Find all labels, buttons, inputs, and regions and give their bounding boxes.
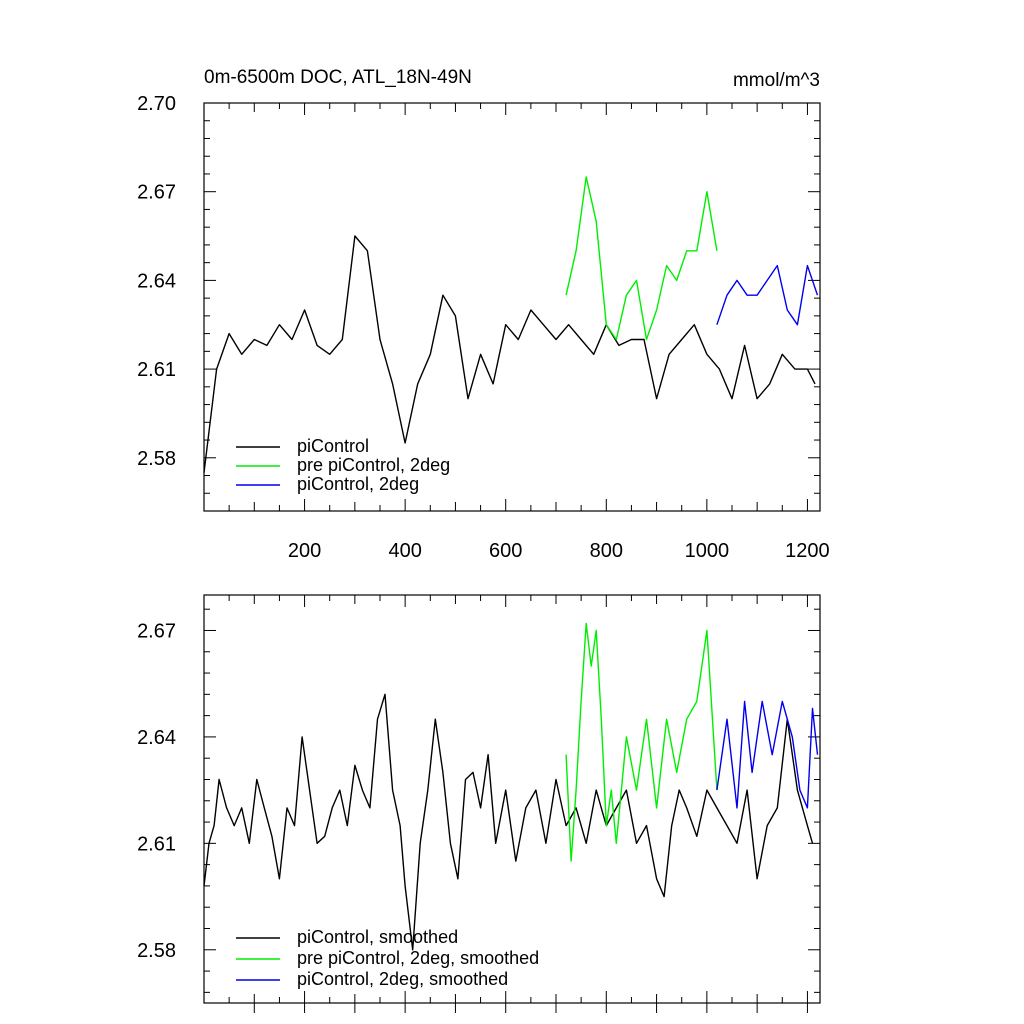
legend-label: piControl, smoothed — [297, 927, 458, 947]
x-tick-label: 1000 — [685, 540, 730, 562]
y-tick-label: 2.67 — [137, 182, 176, 204]
y-tick-label: 2.64 — [137, 270, 176, 292]
series-line — [565, 176, 718, 341]
x-tick-label: 1200 — [785, 540, 830, 562]
series-lines — [203, 176, 819, 473]
y-axis: 2.58 2.61 2.64 2.67 — [137, 608, 820, 993]
y-tick-label: 2.70 — [137, 93, 176, 115]
series-line — [203, 235, 816, 473]
legend-label: pre piControl, 2deg — [297, 455, 450, 475]
series-line — [716, 264, 819, 326]
series-line — [565, 622, 718, 862]
x-axis: 200 400 600 800 1000 1200 — [228, 103, 830, 562]
y-tick-label: 2.58 — [137, 448, 176, 470]
legend-label: piControl — [297, 436, 369, 456]
x-tick-label: 800 — [590, 540, 623, 562]
plot-frame — [203, 594, 821, 1004]
panel-top: 0m-6500m DOC, ATL_18N-49N mmol/m^3 2.582… — [137, 67, 830, 562]
chart-title: 0m-6500m DOC, ATL_18N-49N — [204, 67, 472, 88]
x-tick-label: 400 — [388, 540, 421, 562]
panel-bottom: 2.58 2.61 2.64 2.67 piControl, smoothedpre … — [137, 594, 821, 1013]
legend-label: pre piControl, 2deg, smoothed — [297, 948, 539, 968]
series-line — [716, 700, 819, 809]
legend-label: piControl, 2deg — [297, 474, 419, 494]
y-axis: 2.58 2.61 2.64 2.67 2.70 — [137, 93, 820, 512]
legend-label: piControl, 2deg, smoothed — [297, 969, 508, 989]
y-tick-label: 2.67 — [137, 620, 176, 642]
x-tick-label: 600 — [489, 540, 522, 562]
series-line — [203, 693, 814, 951]
y-tick-label: 2.61 — [137, 359, 176, 381]
plot-frame — [203, 102, 821, 512]
units-label: mmol/m^3 — [733, 70, 820, 91]
y-tick-label: 2.64 — [137, 727, 176, 749]
y-tick-label: 2.58 — [137, 940, 176, 962]
series-lines — [203, 622, 819, 951]
y-tick-label: 2.61 — [137, 833, 176, 855]
x-axis — [228, 595, 808, 1013]
x-tick-label: 200 — [288, 540, 321, 562]
